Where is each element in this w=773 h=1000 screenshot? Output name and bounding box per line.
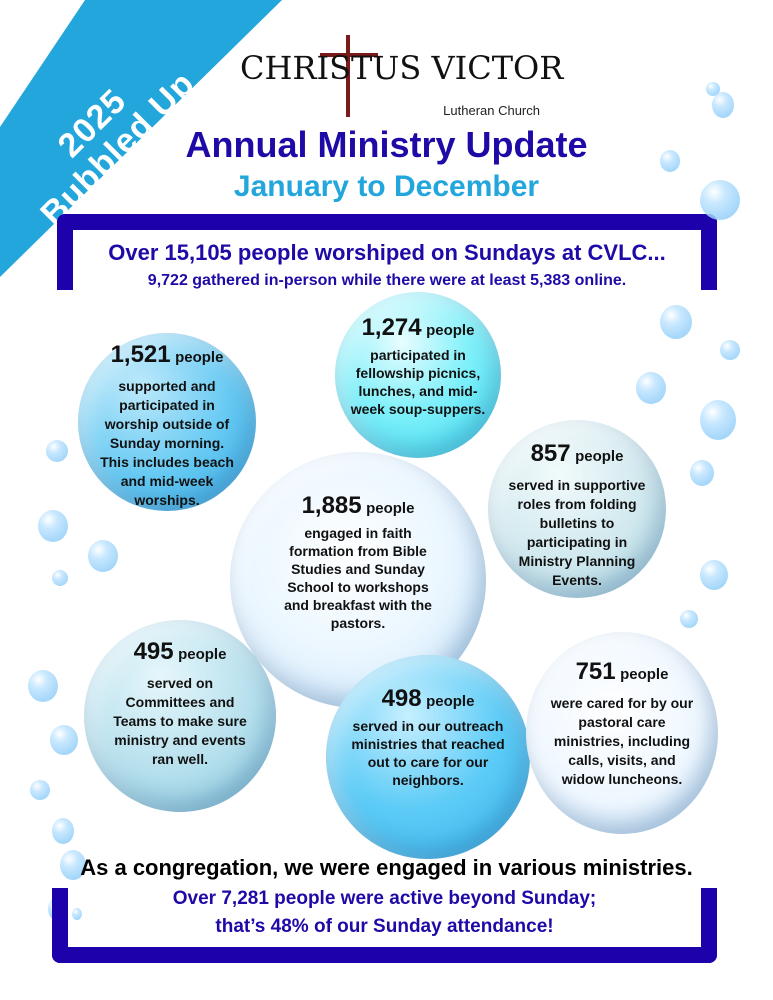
- stat-description: served in our outreach ministries that r…: [351, 718, 505, 788]
- bubble-decoration: [46, 440, 68, 462]
- bubble-decoration: [700, 180, 740, 220]
- stat-bubble-fellowship: 1,274 people participated in fellowship …: [335, 292, 501, 458]
- stat-description: participated in fellowship picnics, lunc…: [350, 347, 486, 417]
- stat-unit: people: [366, 500, 415, 517]
- summary-line-2: that’s 48% of our Sunday attendance!: [215, 916, 554, 937]
- worship-detail: 9,722 gathered in-person while there wer…: [147, 272, 627, 289]
- bubble-decoration: [712, 92, 734, 118]
- bubble-decoration: [60, 850, 86, 880]
- bubble-decoration: [660, 150, 680, 172]
- stat-bubble-worship-outside-sunday: 1,521 people supported and participated …: [78, 333, 256, 511]
- stat-number: 1,885: [301, 492, 362, 519]
- page-subtitle: January to December: [233, 170, 540, 203]
- bubble-decoration: [660, 305, 692, 339]
- stat-unit: people: [175, 349, 224, 366]
- bubble-decoration: [50, 725, 78, 755]
- bubble-decoration: [690, 460, 714, 486]
- bubble-decoration: [706, 82, 720, 96]
- stat-unit: people: [620, 666, 669, 683]
- stat-number: 1,521: [110, 341, 171, 368]
- stat-number: 498: [381, 685, 422, 712]
- stat-number: 495: [133, 638, 174, 665]
- stat-unit: people: [426, 693, 475, 710]
- bubble-decoration: [680, 610, 698, 628]
- stat-unit: people: [178, 646, 227, 663]
- worship-summary-box: Over 15,105 people worshiped on Sundays …: [57, 214, 717, 290]
- bubble-decoration: [700, 560, 728, 590]
- stat-bubble-pastoral-care: 751 people were cared for by our pastora…: [526, 632, 718, 834]
- stat-description: served in supportive roles from folding …: [508, 477, 646, 588]
- summary-line-1: Over 7,281 people were active beyond Sun…: [172, 888, 597, 909]
- stat-unit: people: [575, 448, 624, 465]
- stat-description: were cared for by our pastoral care mini…: [550, 695, 694, 787]
- church-logo: CHRISTUS VICTOR Lutheran Church: [240, 35, 563, 120]
- bubble-decoration: [72, 908, 82, 920]
- page-title: Annual Ministry Update: [185, 124, 588, 165]
- logo-sub: Lutheran Church: [443, 103, 540, 118]
- bubble-decoration: [52, 818, 74, 844]
- worship-headline: Over 15,105 people worshiped on Sundays …: [108, 240, 666, 265]
- bubble-decoration: [38, 510, 68, 542]
- bubble-decoration: [700, 400, 736, 440]
- stat-number: 751: [575, 658, 616, 685]
- stat-description: engaged in faith formation from Bible St…: [284, 525, 432, 631]
- bubble-decoration: [52, 570, 68, 586]
- stat-number: 1,274: [361, 314, 422, 341]
- bubble-decoration: [636, 372, 666, 404]
- bubble-decoration: [88, 540, 118, 572]
- bubble-decoration: [30, 780, 50, 800]
- logo-name: CHRISTUS VICTOR: [240, 49, 564, 87]
- stat-unit: people: [426, 322, 475, 339]
- stat-bubble-committees: 495 people served on Committees and Team…: [84, 620, 276, 812]
- cross-icon: [346, 35, 350, 117]
- bubble-decoration: [720, 340, 740, 360]
- stat-number: 857: [530, 440, 571, 467]
- stat-bubble-outreach: 498 people served in our outreach minist…: [326, 655, 530, 859]
- congregation-statement: As a congregation, we were engaged in va…: [80, 855, 693, 880]
- stat-description: supported and participated in worship ou…: [100, 378, 234, 508]
- bubble-decoration: [28, 670, 58, 702]
- summary-box: Over 7,281 people were active beyond Sun…: [52, 888, 717, 963]
- cross-bar: [320, 53, 378, 57]
- stat-bubble-supportive-roles: 857 people served in supportive roles fr…: [488, 420, 666, 598]
- stat-description: served on Committees and Teams to make s…: [113, 675, 247, 767]
